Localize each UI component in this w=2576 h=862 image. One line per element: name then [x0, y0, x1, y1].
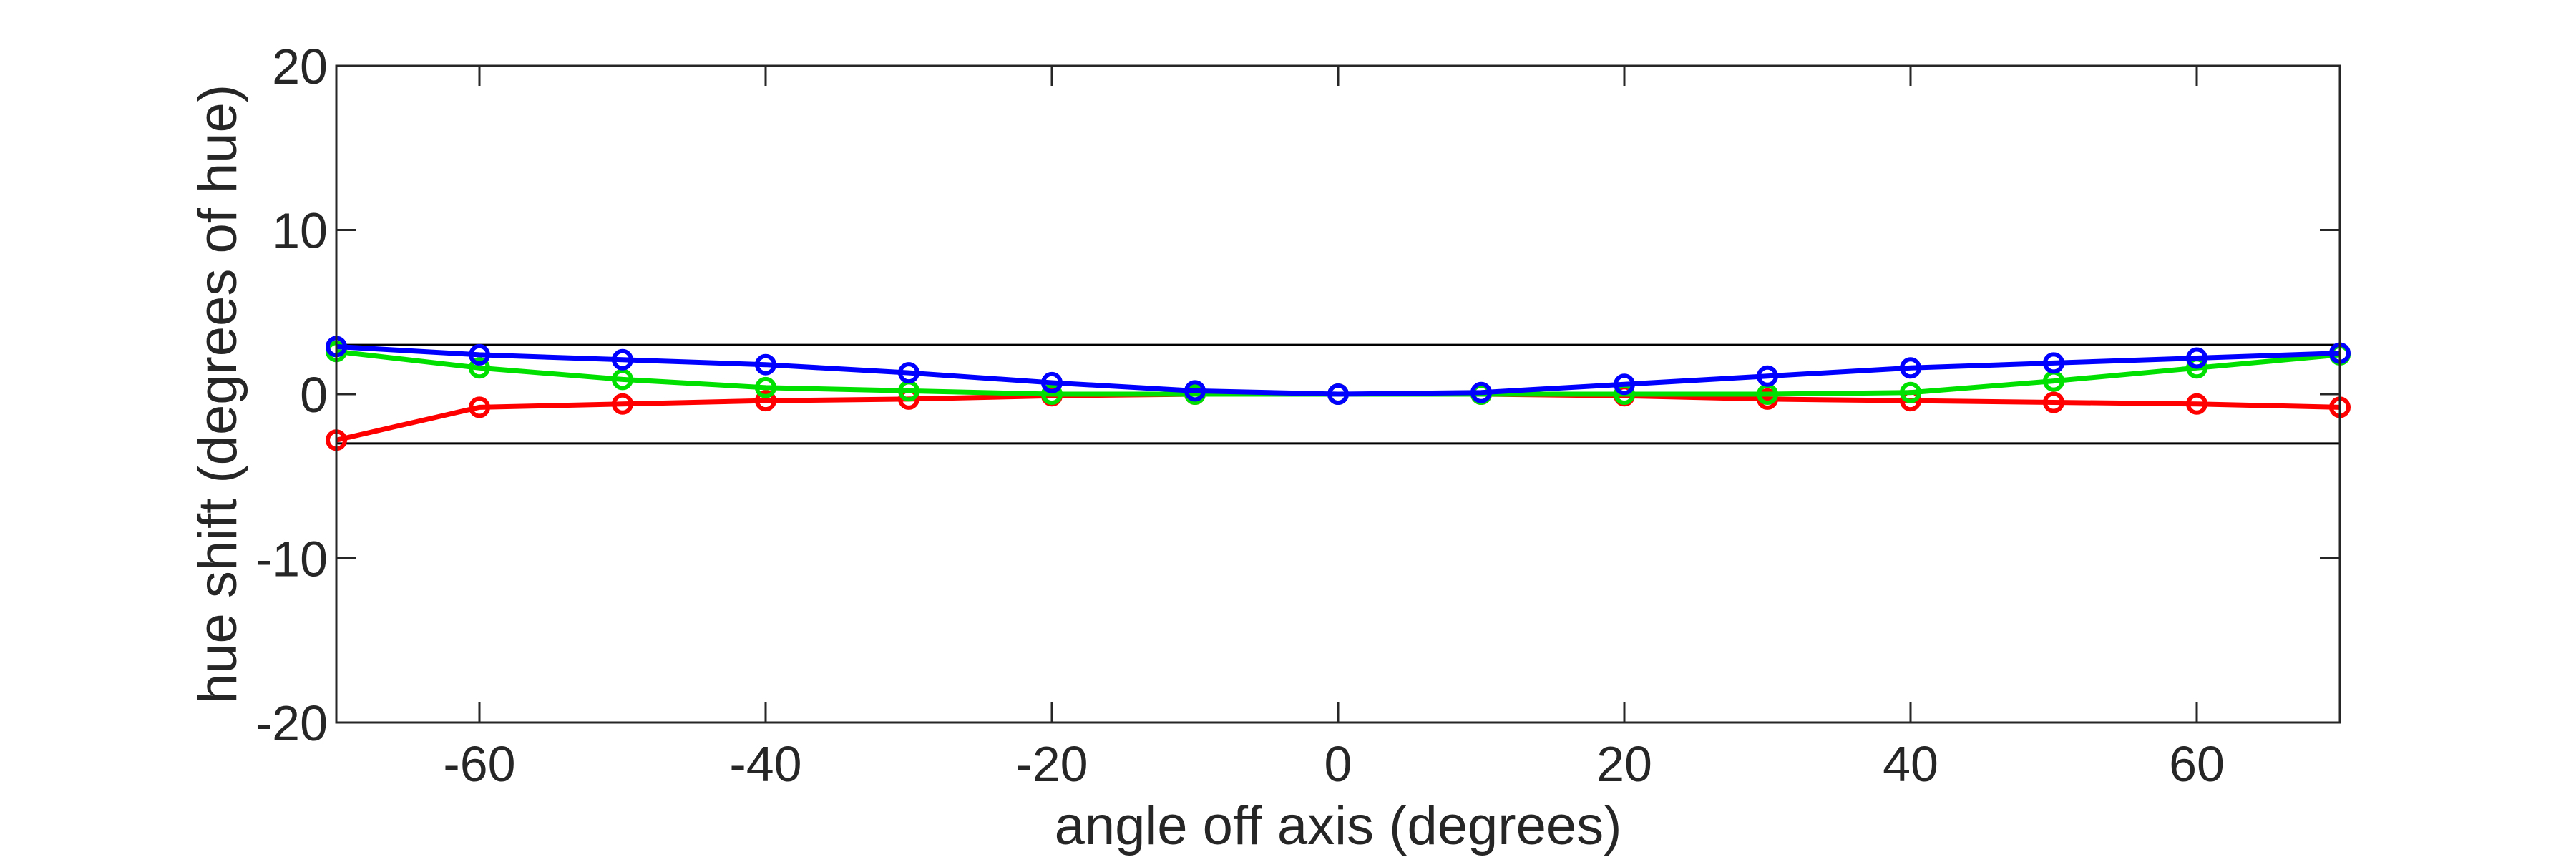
- y-axis-label: hue shift (degrees of hue): [187, 84, 248, 704]
- plot-frame: [335, 64, 2341, 724]
- data-point: [2043, 391, 2064, 413]
- data-point: [1327, 383, 1349, 405]
- data-point: [755, 353, 776, 376]
- x-tick-label: -20: [1015, 736, 1088, 792]
- x-tick-label: -40: [729, 736, 801, 792]
- data-point: [1184, 380, 1206, 402]
- y-tick-label: -20: [255, 695, 328, 751]
- x-tick-label: 0: [1324, 736, 1352, 792]
- data-point: [612, 368, 633, 391]
- x-tick-label: 20: [1596, 736, 1652, 792]
- data-point: [612, 393, 633, 415]
- data-point: [1614, 373, 1635, 396]
- series-line: [336, 343, 2341, 397]
- x-tick-label: 60: [2169, 736, 2225, 792]
- data-point: [612, 348, 633, 371]
- y-tick-label: 0: [300, 367, 328, 423]
- y-tick-label: 20: [272, 39, 328, 94]
- data-point: [2186, 393, 2207, 415]
- data-point: [469, 357, 490, 379]
- data-point: [469, 396, 490, 418]
- data-point: [1900, 381, 1921, 403]
- x-tick-label: -60: [443, 736, 515, 792]
- data-point: [1757, 365, 1778, 387]
- y-tick-label: -10: [255, 532, 328, 587]
- x-axis-label: angle off axis (degrees): [1055, 795, 1622, 856]
- data-point: [755, 376, 776, 398]
- data-point: [1900, 357, 1921, 379]
- data-point: [2043, 352, 2064, 374]
- data-point: [755, 390, 776, 412]
- data-point: [1470, 381, 1492, 403]
- data-point: [469, 343, 490, 366]
- data-point: [1041, 383, 1063, 405]
- y-tick-label: 10: [272, 203, 328, 259]
- x-tick-label: 40: [1883, 736, 1938, 792]
- data-point: [2186, 347, 2207, 369]
- data-point: [1041, 371, 1063, 393]
- data-point: [898, 362, 919, 384]
